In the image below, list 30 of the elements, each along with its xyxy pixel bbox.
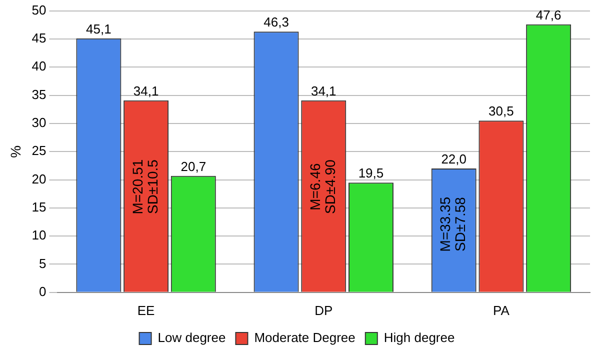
data-label: 34,1 bbox=[133, 83, 159, 98]
y-tick-label: 30 bbox=[32, 115, 46, 130]
y-tick-label: 20 bbox=[32, 171, 46, 186]
data-label: 47,6 bbox=[536, 7, 562, 22]
legend-label: Moderate Degree bbox=[254, 330, 356, 346]
annotation: M=33.35 SD±7.58 bbox=[437, 196, 468, 252]
x-tick-label: EE bbox=[137, 302, 156, 318]
data-label: 45,1 bbox=[86, 21, 112, 36]
annotation: M=20.51 SD±10.5 bbox=[129, 159, 160, 214]
y-tick-label: 50 bbox=[32, 2, 46, 18]
x-tick-label: DP bbox=[314, 302, 333, 318]
y-tick-label: 35 bbox=[32, 86, 46, 102]
annotation: M=6.46 SD±4.90 bbox=[306, 159, 338, 214]
y-tick-label: 25 bbox=[32, 143, 46, 158]
data-label: 19,5 bbox=[358, 166, 384, 181]
y-tick-label: 40 bbox=[32, 58, 46, 74]
y-tick-label: 0 bbox=[39, 284, 46, 299]
data-label: 20,7 bbox=[180, 158, 206, 174]
y-axis-title: % bbox=[7, 145, 24, 158]
y-tick-label: 15 bbox=[32, 200, 46, 214]
data-label: 46,3 bbox=[264, 14, 289, 30]
x-tick-label: PA bbox=[493, 302, 510, 318]
y-tick-label: 5 bbox=[39, 256, 46, 271]
y-tick-label: 45 bbox=[32, 30, 46, 46]
data-label: 30,5 bbox=[488, 104, 514, 119]
y-tick-label: 10 bbox=[32, 228, 46, 243]
data-label: 22,0 bbox=[441, 152, 467, 167]
data-label: 34,1 bbox=[310, 83, 336, 98]
legend-label: Low degree bbox=[158, 330, 226, 346]
legend-label: High degree bbox=[384, 330, 455, 346]
